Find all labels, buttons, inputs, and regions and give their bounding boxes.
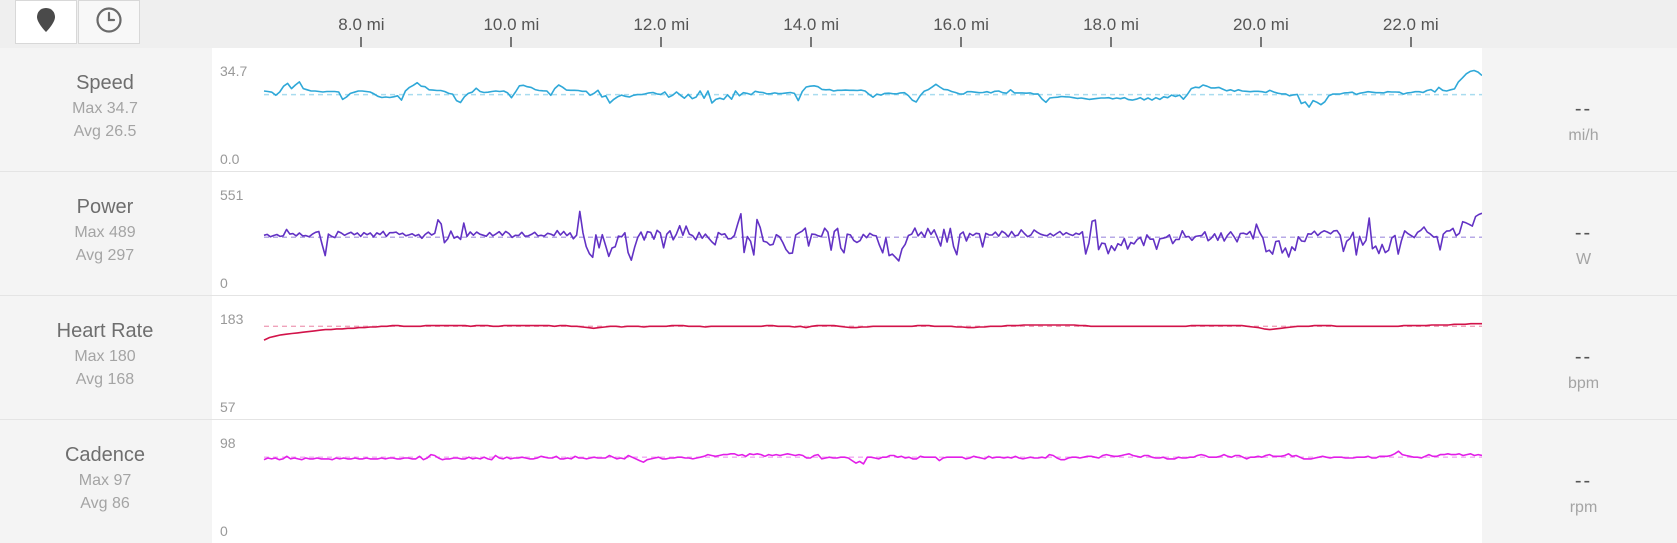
heart_rate-series-line xyxy=(263,322,1482,341)
current-readout: -- W xyxy=(1490,222,1677,269)
metric-name: Power xyxy=(76,196,134,218)
axis-tick-label: 22.0 mi xyxy=(1382,15,1439,34)
axis-tick-label: 8.0 mi xyxy=(338,15,385,34)
current-value: -- xyxy=(1574,346,1593,368)
map-view-button[interactable] xyxy=(15,0,77,44)
current-value: -- xyxy=(1574,222,1593,244)
metric-max: Max 34.7 xyxy=(72,100,138,117)
axis-tick xyxy=(960,37,963,47)
y-max-label: 183 xyxy=(220,311,244,327)
speed-series-line xyxy=(263,69,1482,108)
axis-tick-label: 16.0 mi xyxy=(933,15,989,34)
cadence-series-line xyxy=(263,450,1482,465)
y-max-label: 98 xyxy=(220,435,236,451)
axis-tick xyxy=(360,37,363,47)
power-chart[interactable]: 551 0 xyxy=(212,172,1482,295)
axis-tick xyxy=(1259,37,1262,47)
axis-tick-label: 20.0 mi xyxy=(1233,15,1289,34)
metric-max: Max 97 xyxy=(78,472,132,489)
metric-label: Power Max 489 Avg 297 xyxy=(0,196,210,265)
metric-avg: Avg 26.5 xyxy=(73,123,137,140)
current-value: -- xyxy=(1574,98,1593,120)
current-readout: -- bpm xyxy=(1490,346,1677,393)
metric-label: Cadence Max 97 Avg 86 xyxy=(0,444,210,513)
axis-tick-label: 18.0 mi xyxy=(1083,15,1139,34)
current-readout: -- rpm xyxy=(1490,470,1677,517)
speed-chart[interactable]: 34.7 0.0 xyxy=(212,48,1482,171)
metric-row-heart-rate: Heart Rate Max 180 Avg 168 183 57 -- bpm xyxy=(0,296,1677,419)
row-divider xyxy=(0,171,1677,172)
metric-max: Max 180 xyxy=(74,348,136,365)
row-divider xyxy=(0,419,1677,420)
metric-unit: mi/h xyxy=(1568,127,1599,144)
y-min-label: 0 xyxy=(220,275,228,291)
metric-avg: Avg 297 xyxy=(75,247,135,264)
metric-row-speed: Speed Max 34.7 Avg 26.5 34.7 0.0 -- mi/h xyxy=(0,48,1677,171)
metric-label: Heart Rate Max 180 Avg 168 xyxy=(0,320,210,389)
axis-tick-label: 10.0 mi xyxy=(483,15,540,34)
heart-rate-chart[interactable]: 183 57 xyxy=(212,296,1482,419)
metric-unit: W xyxy=(1575,251,1592,268)
y-min-label: 57 xyxy=(220,399,236,415)
y-max-label: 34.7 xyxy=(220,63,248,79)
metric-name: Cadence xyxy=(64,444,146,466)
axis-tick xyxy=(510,37,513,47)
cadence-chart[interactable]: 98 0 xyxy=(212,420,1482,543)
metric-max: Max 489 xyxy=(74,224,136,241)
metric-avg: Avg 86 xyxy=(80,495,130,512)
axis-tick-label: 14.0 mi xyxy=(783,15,840,34)
row-divider xyxy=(0,295,1677,296)
metric-name: Heart Rate xyxy=(56,320,154,342)
metric-row-cadence: Cadence Max 97 Avg 86 98 0 -- rpm xyxy=(0,420,1677,543)
axis-tick-label: 12.0 mi xyxy=(633,15,690,34)
power-series-line xyxy=(263,210,1482,262)
y-max-label: 551 xyxy=(220,187,244,203)
y-min-label: 0.0 xyxy=(220,151,240,167)
time-view-button[interactable] xyxy=(78,0,140,44)
y-min-label: 0 xyxy=(220,523,228,539)
metric-name: Speed xyxy=(76,72,134,94)
metric-unit: bpm xyxy=(1567,375,1600,392)
metric-avg: Avg 168 xyxy=(75,371,135,388)
metric-label: Speed Max 34.7 Avg 26.5 xyxy=(0,72,210,141)
toolbar: 8.0 mi 10.0 mi 12.0 mi 14.0 mi 16.0 mi 18.0 m… xyxy=(0,0,1677,48)
metric-row-power: Power Max 489 Avg 297 551 0 -- W xyxy=(0,172,1677,295)
axis-tick xyxy=(810,37,813,47)
metric-unit: rpm xyxy=(1569,499,1598,516)
axis-tick xyxy=(660,37,663,47)
current-value: -- xyxy=(1574,470,1593,492)
map-pin-icon xyxy=(34,7,58,38)
clock-icon xyxy=(95,6,123,39)
axis-tick xyxy=(1109,37,1112,47)
axis-tick xyxy=(1409,37,1412,47)
current-readout: -- mi/h xyxy=(1490,98,1677,145)
